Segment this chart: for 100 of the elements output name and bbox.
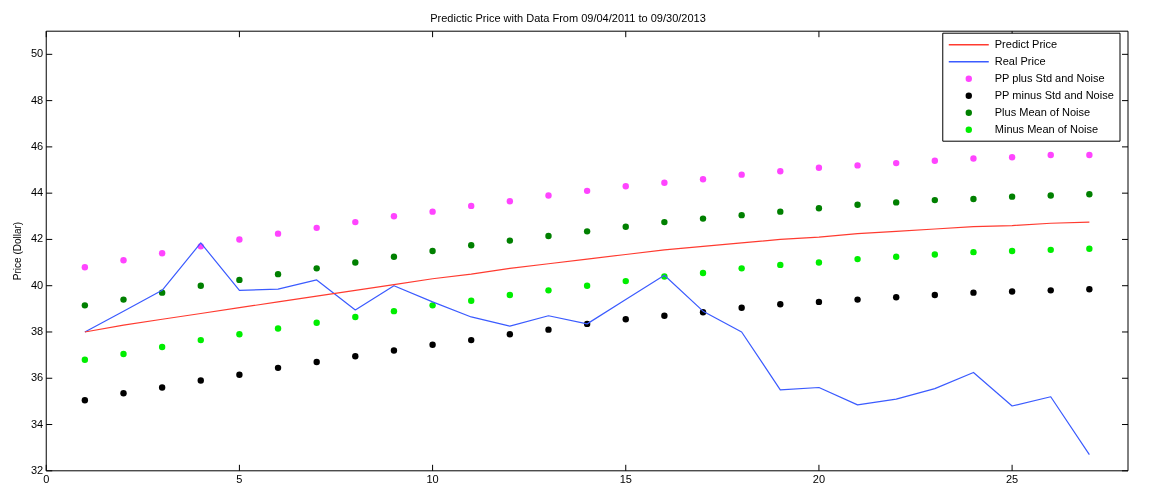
legend-label: PP minus Std and Noise (994, 88, 1114, 101)
point (970, 289, 977, 296)
point (699, 269, 707, 277)
point (1086, 151, 1093, 159)
y-tick-label: 40 (30, 278, 44, 291)
point (738, 171, 745, 178)
point (815, 164, 823, 171)
y-tick-label: 44 (30, 186, 44, 199)
y-tick-label: 38 (30, 325, 44, 338)
point (81, 356, 89, 363)
point (274, 364, 282, 372)
point (197, 282, 204, 289)
point (429, 341, 436, 348)
y-tick-label: 34 (30, 417, 44, 430)
point (815, 259, 823, 266)
point (429, 208, 436, 215)
point (545, 232, 552, 240)
point (506, 331, 514, 338)
point (1086, 191, 1093, 198)
point (815, 205, 823, 212)
point (1047, 246, 1054, 254)
point (892, 253, 900, 260)
point (120, 390, 127, 397)
point (236, 276, 243, 284)
legend-label: Plus Mean of Noise (994, 105, 1091, 118)
point (468, 297, 475, 304)
y-tick-label: 50 (30, 47, 44, 60)
point (506, 291, 514, 299)
point (892, 159, 900, 167)
point (931, 251, 939, 258)
point (274, 230, 282, 237)
y-axis-title: Price (Dollar) (11, 221, 23, 281)
point (1086, 285, 1093, 293)
point (1086, 245, 1093, 252)
point (622, 316, 629, 323)
point (1008, 154, 1016, 161)
point (1008, 288, 1016, 295)
point (313, 224, 320, 232)
point (699, 176, 707, 183)
point (236, 236, 243, 243)
x-tick-label: 20 (812, 473, 826, 486)
point (429, 302, 436, 309)
point (777, 167, 784, 175)
x-tick-label: 10 (426, 473, 439, 486)
point (468, 242, 475, 249)
y-tick-label: 32 (30, 463, 44, 476)
point (854, 255, 861, 263)
point (545, 192, 552, 199)
point (777, 301, 784, 308)
point (854, 201, 861, 208)
point (622, 183, 629, 190)
point (352, 259, 359, 266)
point (390, 213, 398, 220)
point (313, 319, 320, 326)
point (158, 384, 166, 391)
point (738, 304, 745, 311)
point (970, 248, 977, 256)
point (274, 325, 282, 332)
point (1047, 287, 1054, 294)
y-tick-label: 48 (30, 93, 44, 106)
point (390, 253, 398, 260)
legend-label: PP plus Std and Noise (994, 71, 1105, 84)
point (158, 250, 166, 257)
point (120, 257, 127, 264)
point (854, 296, 861, 303)
point (158, 343, 166, 351)
point (81, 302, 89, 309)
point (545, 287, 552, 294)
point (970, 195, 977, 203)
point (468, 202, 475, 210)
point (815, 298, 823, 306)
point (622, 223, 629, 230)
chart-title: Predictic Price with Data From 09/04/2011 to 09/30/2013 (430, 11, 706, 24)
point (81, 397, 89, 404)
point (274, 270, 282, 278)
point (892, 199, 900, 206)
point (197, 377, 204, 384)
point (931, 291, 939, 299)
point (738, 265, 745, 272)
point (661, 179, 668, 186)
point (661, 218, 668, 226)
point (506, 237, 514, 244)
point (120, 296, 127, 303)
point (583, 187, 591, 195)
point (892, 294, 900, 301)
point (313, 358, 320, 366)
point (545, 326, 552, 333)
point (236, 331, 243, 338)
point (1008, 247, 1016, 255)
legend-label: Predict Price (994, 37, 1058, 50)
point (468, 336, 475, 344)
point (352, 313, 359, 321)
point (352, 353, 359, 360)
point (777, 261, 784, 269)
point (583, 282, 591, 289)
point (506, 198, 514, 205)
legend-label: Real Price (994, 54, 1046, 67)
y-tick-label: 46 (30, 139, 44, 152)
point (777, 208, 784, 215)
point (236, 371, 243, 378)
